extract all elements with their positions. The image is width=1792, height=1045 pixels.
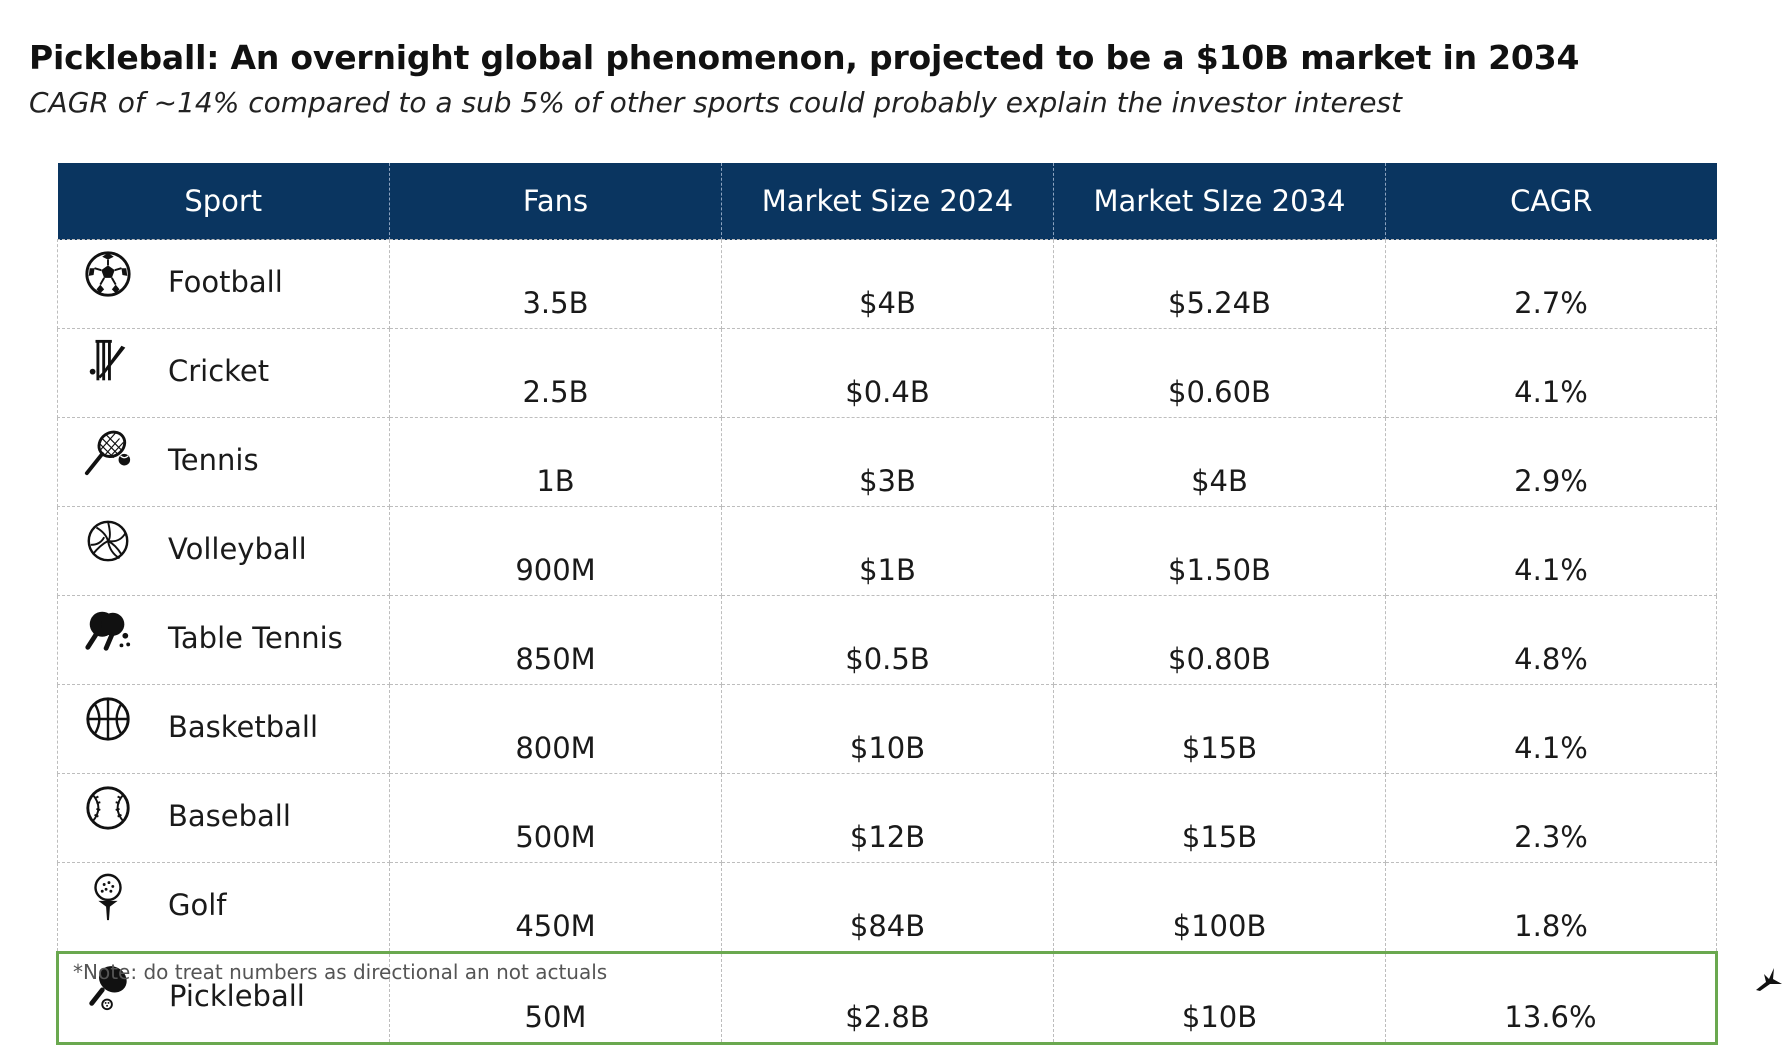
table-row: Tennis 1B $3B $4B 2.9% — [57, 417, 1717, 507]
table-tennis-paddles-icon — [83, 605, 133, 657]
fans-cell: 900M — [389, 506, 722, 596]
tennis-racket-icon — [83, 427, 133, 479]
golf-ball-tee-icon — [83, 872, 133, 924]
table-row: Football 3.5B $4B $5.24B 2.7% — [57, 239, 1717, 329]
basketball-icon — [83, 694, 133, 746]
page-subtitle: CAGR of ~14% compared to a sub 5% of oth… — [29, 86, 1402, 119]
market-size-2024-cell: $84B — [721, 862, 1054, 953]
header-fans: Fans — [389, 163, 722, 240]
cagr-cell: 4.1% — [1385, 506, 1717, 596]
sport-cell: Cricket — [57, 328, 390, 418]
fans-cell: 1B — [389, 417, 722, 507]
cagr-cell: 2.9% — [1385, 417, 1717, 507]
header-sport: Sport — [57, 163, 390, 240]
header-cagr: CAGR — [1385, 163, 1717, 240]
market-size-2034-cell: $0.60B — [1053, 328, 1386, 418]
cagr-cell: 4.1% — [1385, 328, 1717, 418]
sport-name: Football — [168, 265, 283, 299]
table-row: Baseball 500M $12B $15B 2.3% — [57, 773, 1717, 863]
sport-name: Baseball — [168, 799, 291, 833]
fans-cell: 800M — [389, 684, 722, 774]
sport-name: Table Tennis — [168, 621, 343, 655]
market-size-2024-cell: $10B — [721, 684, 1054, 774]
market-size-2024-cell: $3B — [721, 417, 1054, 507]
fans-cell: 500M — [389, 773, 722, 863]
sport-name: Golf — [168, 888, 227, 922]
market-size-2034-cell: $10B — [1053, 951, 1386, 1045]
market-size-2024-cell: $2.8B — [721, 951, 1054, 1045]
sport-cell: Baseball — [57, 773, 390, 863]
sport-name: Pickleball — [169, 979, 305, 1013]
fans-cell: 850M — [389, 595, 722, 685]
baseball-icon — [83, 783, 133, 835]
market-size-2024-cell: $0.4B — [721, 328, 1054, 418]
cricket-bat-icon — [83, 338, 133, 390]
cagr-cell: 13.6% — [1385, 951, 1718, 1045]
market-size-2034-cell: $100B — [1053, 862, 1386, 953]
fans-cell: 450M — [389, 862, 722, 953]
table-row: Golf 450M $84B $100B 1.8% — [57, 862, 1717, 953]
sport-name: Volleyball — [168, 532, 307, 566]
sport-name: Tennis — [168, 443, 259, 477]
sport-cell: Football — [57, 239, 390, 329]
table-row: Basketball 800M $10B $15B 4.1% — [57, 684, 1717, 774]
sport-cell: Golf — [57, 862, 390, 953]
table-row: Volleyball 900M $1B $1.50B 4.1% — [57, 506, 1717, 596]
market-size-2024-cell: $1B — [721, 506, 1054, 596]
sport-cell: Table Tennis — [57, 595, 390, 685]
fans-cell: 2.5B — [389, 328, 722, 418]
header-market-size-2034: Market SIze 2034 — [1053, 163, 1386, 240]
sport-name: Basketball — [168, 710, 319, 744]
market-size-2034-cell: $5.24B — [1053, 239, 1386, 329]
sport-cell: Volleyball — [57, 506, 390, 596]
footnote: *Note: do treat numbers as directional a… — [73, 960, 608, 984]
market-size-2024-cell: $4B — [721, 239, 1054, 329]
market-size-2034-cell: $4B — [1053, 417, 1386, 507]
market-size-2034-cell: $1.50B — [1053, 506, 1386, 596]
sport-cell: Tennis — [57, 417, 390, 507]
cagr-cell: 4.1% — [1385, 684, 1717, 774]
cagr-cell: 2.7% — [1385, 239, 1717, 329]
market-size-2024-cell: $0.5B — [721, 595, 1054, 685]
page-title: Pickleball: An overnight global phenomen… — [29, 38, 1580, 77]
soccer-ball-icon — [83, 249, 133, 301]
sports-market-table: Sport Fans Market Size 2024 Market SIze … — [56, 163, 1718, 1045]
table-header-row: Sport Fans Market Size 2024 Market SIze … — [57, 163, 1717, 240]
bird-logo-icon — [1756, 968, 1782, 991]
fans-cell: 3.5B — [389, 239, 722, 329]
volleyball-icon — [83, 516, 133, 568]
sport-cell: Basketball — [57, 684, 390, 774]
cagr-cell: 1.8% — [1385, 862, 1717, 953]
market-size-2034-cell: $15B — [1053, 684, 1386, 774]
table-row: Cricket 2.5B $0.4B $0.60B 4.1% — [57, 328, 1717, 418]
market-size-2034-cell: $0.80B — [1053, 595, 1386, 685]
cagr-cell: 2.3% — [1385, 773, 1717, 863]
table-row: Table Tennis 850M $0.5B $0.80B 4.8% — [57, 595, 1717, 685]
cagr-cell: 4.8% — [1385, 595, 1717, 685]
sport-name: Cricket — [168, 354, 270, 388]
header-market-size-2024: Market Size 2024 — [721, 163, 1054, 240]
market-size-2034-cell: $15B — [1053, 773, 1386, 863]
market-size-2024-cell: $12B — [721, 773, 1054, 863]
